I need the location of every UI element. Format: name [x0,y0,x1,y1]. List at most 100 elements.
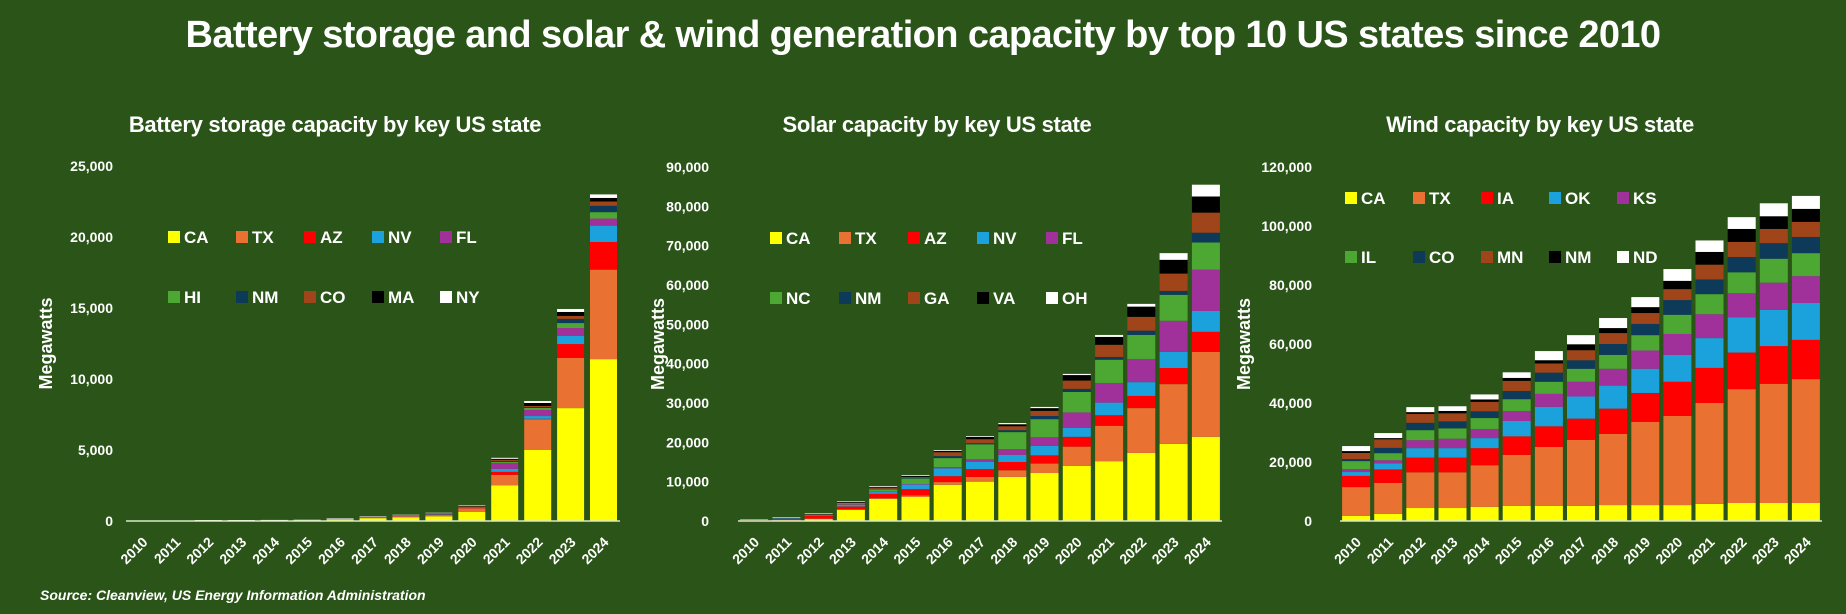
wind-bar-2023-MN [1759,228,1788,244]
solar-bar-2019-OH [1030,406,1059,409]
wind-bar-2021-CO [1695,279,1724,295]
wind-bar-2017-CA [1567,505,1595,521]
wind-bar-2011-MN [1374,439,1403,448]
battery-ytick-label: 25,000 [70,158,113,174]
wind-bar-2010-CO [1342,459,1371,462]
solar-bar-2018-TX [998,470,1027,477]
battery-bar-2016-NY [326,518,354,519]
wind-legend-label: KS [1633,189,1657,208]
wind-bar-2023-OK [1759,309,1788,347]
battery-legend-label: MA [388,288,414,307]
solar-bar-2012-OH [804,513,833,514]
wind-bar-2019-IA [1631,392,1660,422]
wind-bar-2021-ND [1695,240,1724,252]
wind-legend-label: CA [1361,189,1386,208]
battery-bar-2019-CA [425,516,453,521]
wind-ytick-label: 120,000 [1261,159,1312,175]
wind-bar-2018-CO [1599,344,1628,355]
wind-xtick-label: 2015 [1492,534,1525,567]
wind-bar-2013-ND [1438,406,1467,411]
battery-bar-2023-FL [557,328,585,336]
solar-bar-2018-CA [998,476,1027,521]
wind-xtick-label: 2011 [1364,534,1397,567]
solar-bar-2022-NV [1127,382,1156,396]
wind-bar-2010-IA [1342,475,1371,488]
solar-legend-swatch [839,292,851,304]
wind-legend-swatch [1345,192,1357,204]
solar-bar-2015-AZ [901,489,930,496]
solar-bar-2014-FL [869,491,898,493]
solar-bar-2016-CA [933,484,962,521]
wind-legend-item-CA: CA [1345,189,1386,208]
battery-bar-2021-NM [491,460,519,462]
solar-bar-2020-NM [1062,388,1091,392]
wind-legend-swatch [1549,192,1561,204]
battery-legend-label: AZ [320,228,343,247]
battery-legend-swatch [304,231,316,243]
wind-legend-swatch [1413,192,1425,204]
wind-bar-2017-OK [1567,396,1595,419]
wind-bar-2016-MN [1534,363,1563,373]
solar-bar-2023-NV [1159,351,1188,368]
wind-bar-2024-KS [1791,276,1820,303]
battery-bar-2023-TX [557,357,585,409]
battery-legend-label: NV [388,228,412,247]
solar-bar-2021-NV [1095,402,1124,416]
battery-legend-swatch [440,291,452,303]
battery-bar-2019-MA [425,513,453,514]
battery-chart: 0 5,000 10,000 15,000 20,000 25,000 Megawatts 2… [36,158,620,567]
battery-bar-2019-NY [425,512,453,514]
solar-legend-label: OH [1062,289,1088,308]
wind-bar-2023-CO [1759,243,1788,259]
wind-bar-2018-NM [1599,328,1628,334]
battery-bar-2018-MA [392,515,420,516]
wind-xtick-label: 2010 [1331,534,1364,567]
battery-bar-2023-CA [557,408,585,521]
wind-legend-item-IA: IA [1481,189,1514,208]
battery-bar-2019-CO [425,513,453,515]
wind-bar-2017-ND [1567,335,1595,345]
wind-bar-2011-NM [1374,438,1403,440]
battery-bar-2024-AZ [590,241,617,270]
wind-ytick-label: 20,000 [1269,454,1312,470]
wind-legend-item-ND: ND [1617,248,1658,267]
wind-bar-2018-IL [1599,354,1628,369]
wind-bar-2012-IL [1406,430,1435,441]
solar-xtick-label: 2014 [858,534,891,567]
wind-bar-2022-OK [1727,317,1756,353]
battery-legend-swatch [236,231,248,243]
solar-bar-2022-GA [1127,316,1156,331]
solar-xtick-label: 2020 [1052,534,1085,567]
wind-bar-2020-KS [1663,333,1692,355]
wind-bar-2015-NM [1502,377,1531,381]
battery-bar-2019-TX [425,514,453,517]
battery-bar-2021-CO [491,459,519,461]
wind-ytick-label: 0 [1304,513,1312,529]
wind-bar-2016-IA [1534,426,1563,447]
solar-bar-2017-NM [966,443,994,445]
solar-xtick-label: 2021 [1084,534,1117,567]
battery-legend-item-CO: CO [304,288,346,307]
battery-xtick-label: 2023 [545,534,578,567]
solar-bar-2015-OH [901,474,930,476]
wind-bar-2019-OK [1631,368,1660,393]
solar-legend-item-TX: TX [839,229,877,248]
solar-legend-label: NV [993,229,1017,248]
wind-bar-2023-IA [1759,346,1788,384]
wind-ytick-label: 40,000 [1269,395,1312,411]
wind-legend-label: TX [1429,189,1451,208]
solar-bar-2018-NV [998,454,1027,462]
wind-bar-2014-CO [1470,411,1499,419]
wind-bar-2023-CA [1759,503,1788,521]
battery-y-axis-label: Megawatts [36,297,56,389]
battery-xtick-label: 2016 [315,534,348,567]
wind-bar-2014-KS [1470,428,1499,439]
solar-legend-item-NC: NC [770,289,811,308]
solar-bar-2012-NV [804,515,833,516]
wind-bar-2018-TX [1599,433,1628,506]
solar-bar-2023-GA [1159,273,1188,291]
battery-bar-2018-NY [392,514,420,516]
solar-bar-2014-GA [869,487,898,489]
wind-xtick-label: 2014 [1459,534,1492,567]
battery-bar-2022-MA [524,403,552,406]
